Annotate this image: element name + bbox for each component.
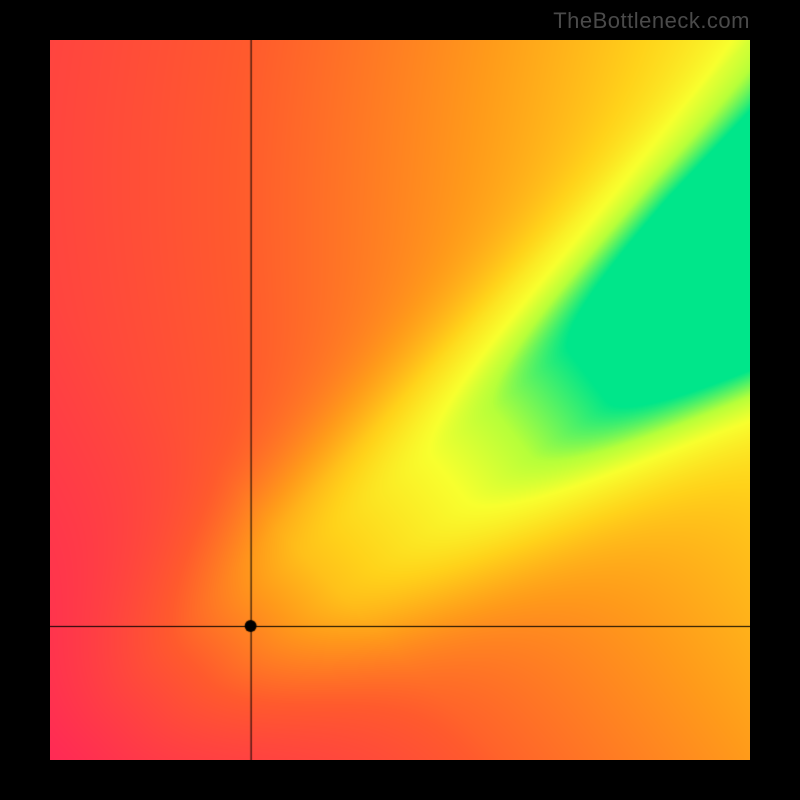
watermark-text: TheBottleneck.com <box>553 8 750 34</box>
heatmap-canvas <box>50 40 750 760</box>
heatmap-plot <box>50 40 750 760</box>
page-container: TheBottleneck.com <box>0 0 800 800</box>
